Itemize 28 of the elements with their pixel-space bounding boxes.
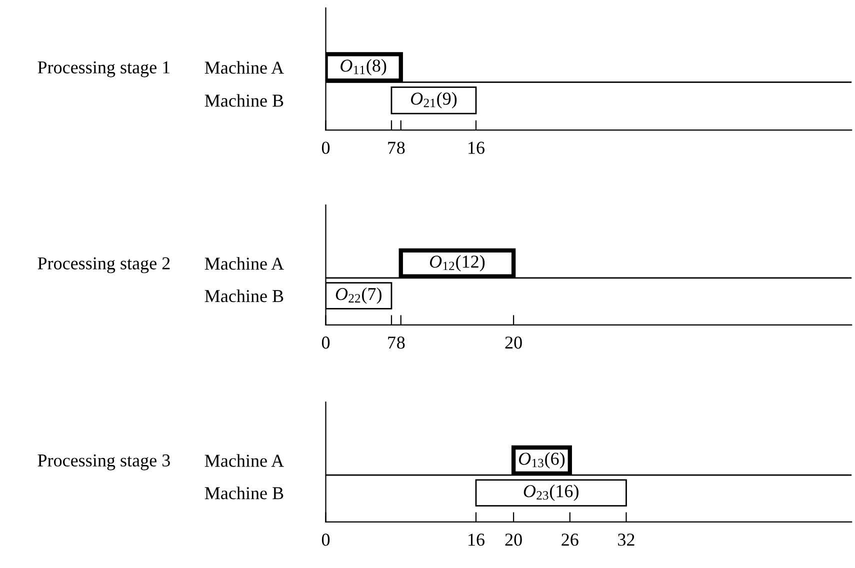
y-tick-label: Machine B (204, 94, 284, 107)
y-tick-label: Machine B (204, 289, 284, 302)
x-tick-label: 8 (397, 336, 405, 349)
x-tick-label: 0 (322, 534, 330, 546)
x-tick-label: 0 (322, 142, 330, 154)
y-tick-label: Machine A (204, 257, 284, 270)
y-tick-label: Machine A (204, 454, 284, 467)
x-tick-label: 32 (618, 534, 634, 546)
x-tick-label: 20 (505, 336, 522, 349)
y-axis-title: Processing stage 2 (38, 257, 170, 274)
data-label: O$_{21}$(9) (410, 92, 457, 108)
data-label: O$_{13}$(6) (518, 452, 565, 469)
y-axis-title: Processing stage 1 (38, 61, 170, 78)
x-tick-label: 16 (468, 142, 484, 154)
x-tick-label: 8 (397, 142, 405, 154)
x-tick-label: 0 (322, 336, 330, 349)
data-label: O$_{22}$(7) (336, 287, 382, 304)
x-tick-label: 16 (468, 534, 484, 546)
data-label: O$_{23}$(16) (524, 484, 578, 501)
y-tick-label: Machine A (204, 61, 284, 74)
data-label: O$_{12}$(12) (430, 255, 485, 272)
x-tick-label: 7 (388, 336, 396, 349)
x-tick-label: 26 (562, 534, 578, 546)
y-tick-label: Machine B (204, 486, 284, 500)
y-axis-title: Processing stage 3 (38, 454, 170, 470)
x-tick-label: 20 (505, 534, 522, 546)
data-label: O$_{11}$(8) (340, 59, 386, 76)
x-tick-label: 7 (388, 142, 396, 154)
